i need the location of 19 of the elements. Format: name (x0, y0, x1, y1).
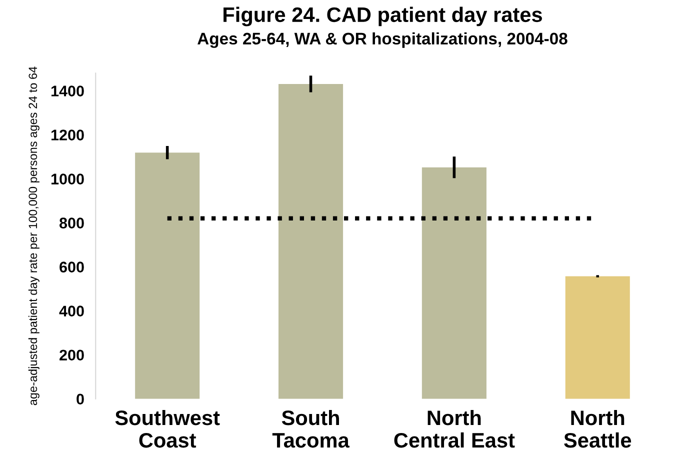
x-tick-label: North Seattle (564, 410, 632, 448)
y-tick-label: 600 (60, 262, 84, 272)
x-tick-label: South Tacoma (272, 410, 350, 448)
y-tick-label: 200 (60, 350, 84, 361)
y-tick-label: 800 (60, 218, 84, 228)
y-tick-label: 400 (59, 306, 84, 317)
y-axis-title: age-adjusted patient day rate per 100,000 persons ages 24 to 64 (28, 66, 40, 406)
y-tick-label: 1200 (51, 130, 84, 140)
x-tick-label: North Central East (394, 410, 515, 448)
chart-title: Figure 24. CAD patient day rates (224, 6, 542, 26)
y-tick-label: 0 (76, 394, 84, 405)
chart-subtitle: Ages 25-64, WA & OR hospitalizations, 2004-08 (198, 32, 568, 48)
y-tick-label: 1000 (51, 174, 84, 184)
y-tick-label: 1400 (51, 86, 84, 96)
bar (135, 152, 200, 399)
x-tick-label: Southwest Coast (115, 410, 220, 448)
bar (278, 84, 344, 399)
bar (565, 276, 630, 399)
bar (422, 167, 486, 399)
